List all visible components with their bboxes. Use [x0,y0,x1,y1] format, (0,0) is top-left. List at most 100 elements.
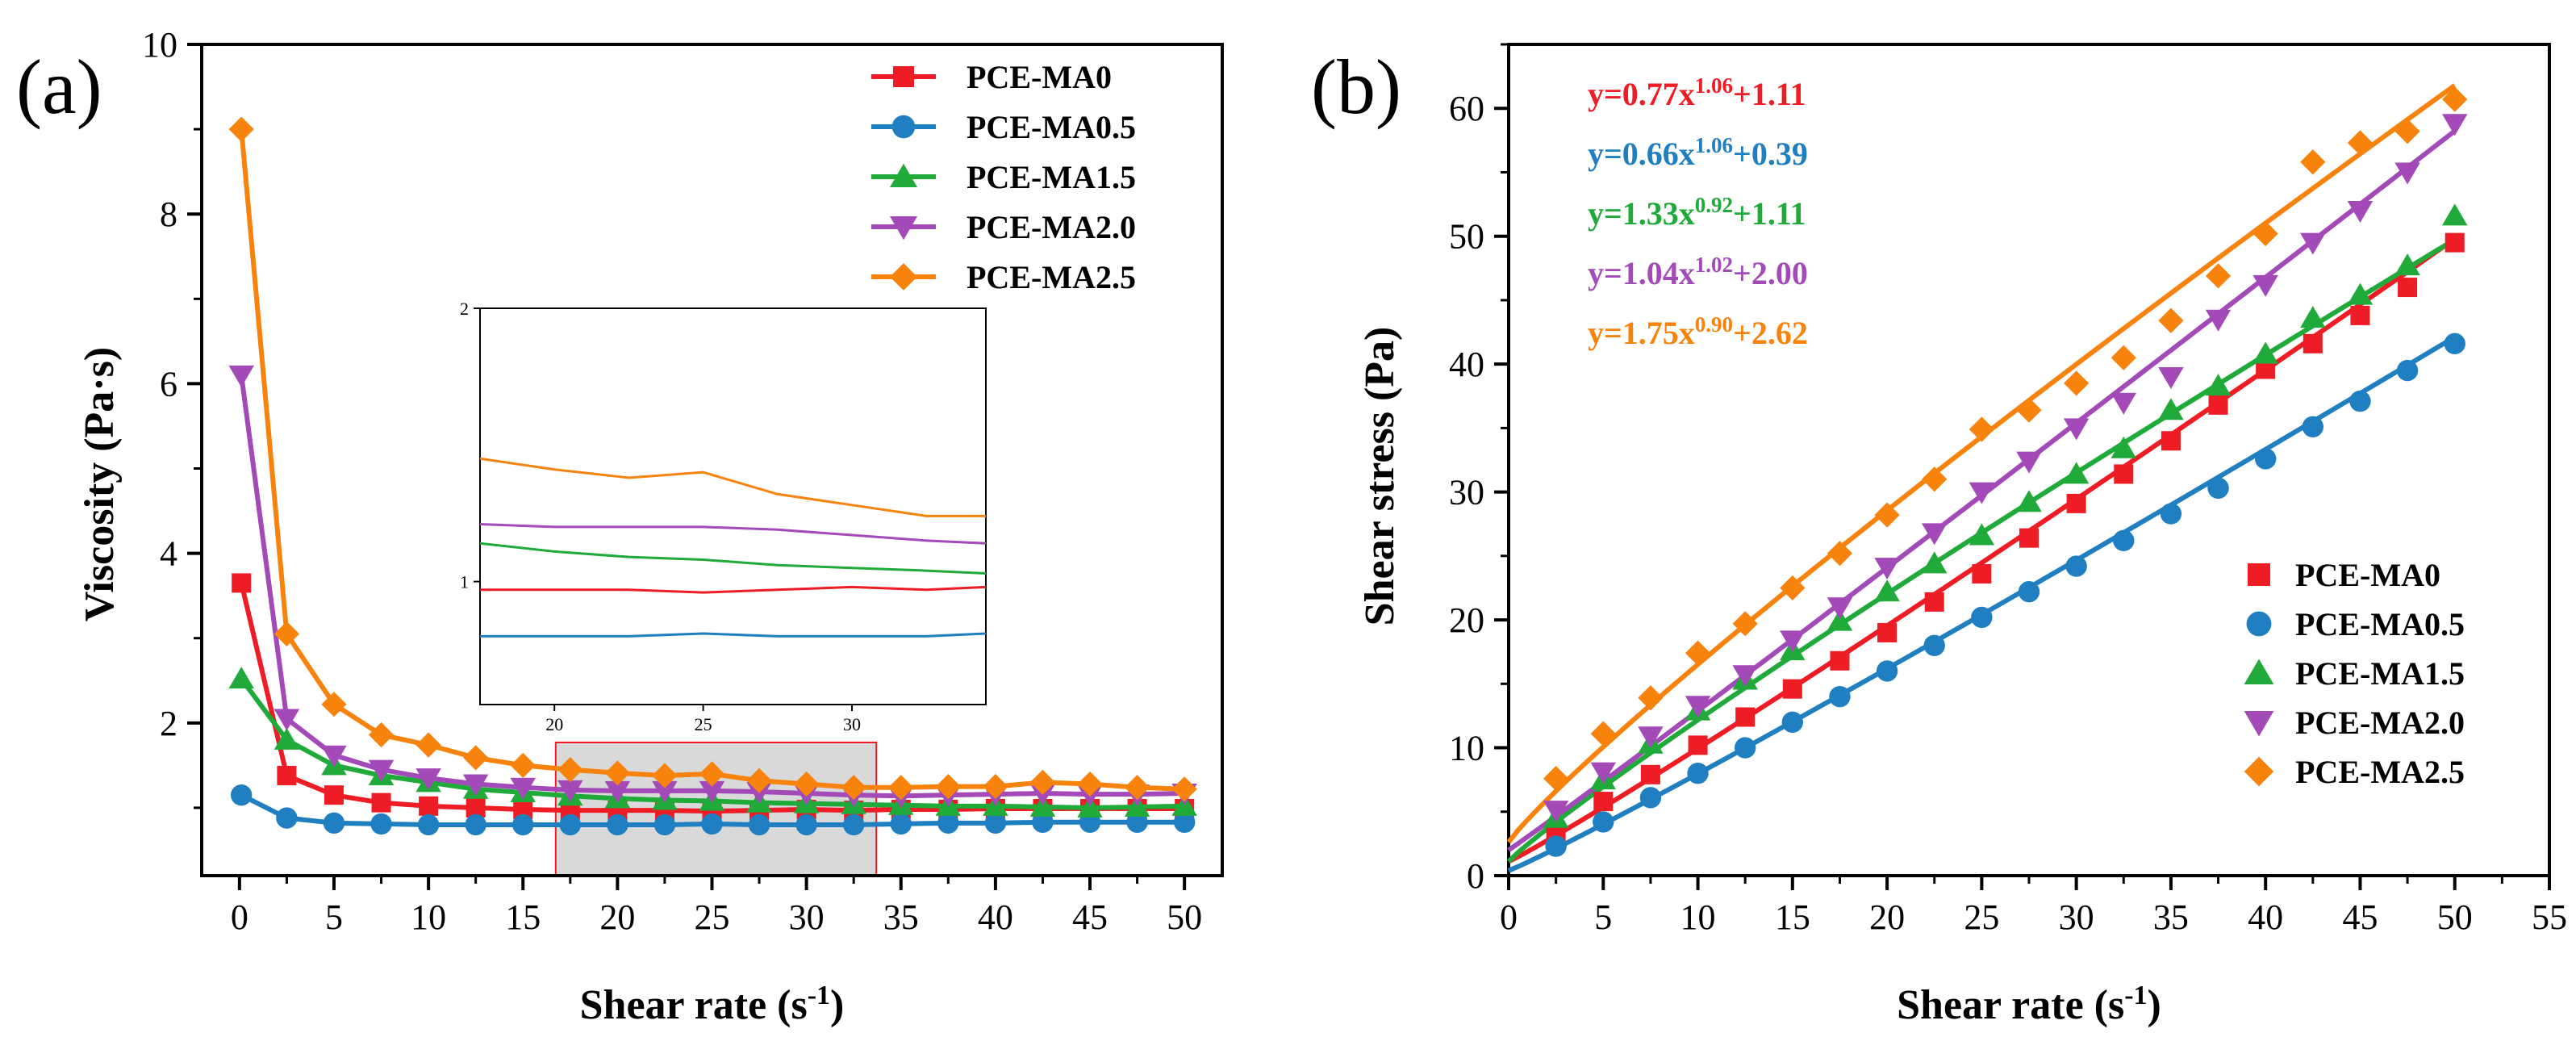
data-point-PCE-MA0 [2114,464,2134,484]
inset-series-line-PCE-MA0 [480,585,987,594]
data-point-PCE-MA0.5 [1876,660,1898,682]
data-point-PCE-MA0 [2208,395,2228,415]
data-point-PCE-MA0.5 [230,784,253,806]
data-point-PCE-MA0 [1782,679,1802,699]
data-point-PCE-MA2.5 [2252,220,2278,247]
data-point-PCE-MA2.0 [2347,201,2374,223]
data-point-PCE-MA2.0 [604,780,631,803]
data-point-PCE-MA1.5 [1029,794,1056,817]
x-axis-label-b: Shear rate (s-1) [1897,981,2161,1029]
data-point-PCE-MA2.5 [604,760,630,786]
x-tick-label: 5 [325,897,343,937]
data-point-PCE-MA1.5 [2441,203,2468,226]
x-tick-label: 40 [2248,897,2283,937]
data-point-PCE-MA0.5 [2254,448,2277,470]
data-point-PCE-MA0.5 [795,814,817,836]
data-point-PCE-MA0.5 [2444,333,2465,354]
data-point-PCE-MA2.5 [2064,370,2090,396]
data-point-PCE-MA2.0 [2110,392,2137,415]
data-point-PCE-MA2.0 [2252,274,2278,297]
data-point-PCE-MA2.5 [1124,775,1150,801]
data-point-PCE-MA2.5 [2158,307,2184,333]
data-point-PCE-MA2.5 [1590,721,1616,747]
data-point-PCE-MA0.5 [1126,811,1148,833]
y-tick-label: 10 [1449,729,1484,768]
data-point-PCE-MA0.5 [559,814,582,836]
data-point-PCE-MA2.0 [415,768,441,791]
data-point-PCE-MA1.5 [2016,490,2042,512]
y-tick-label: 40 [1449,345,1484,384]
legend-label-PCE-MA1.5: PCE-MA1.5 [967,159,1136,195]
data-point-PCE-MA0 [2066,493,2086,513]
data-point-PCE-MA2.0 [2016,451,2042,474]
data-point-PCE-MA2.5 [510,752,536,778]
legend-label-PCE-MA0.5: PCE-MA0.5 [2295,606,2465,642]
data-point-PCE-MA2.0 [1732,665,1758,688]
legend-marker-PCE-MA0.5 [2246,611,2272,637]
legend-marker-PCE-MA1.5 [2244,659,2274,684]
data-point-PCE-MA0 [2019,528,2039,548]
data-point-PCE-MA2.5 [1827,541,1853,567]
data-point-PCE-MA0.5 [1545,835,1567,857]
data-point-PCE-MA0 [1972,564,1992,584]
data-point-PCE-MA2.0 [2441,114,2468,136]
fit-curve-PCE-MA0 [1507,236,2457,864]
data-point-PCE-MA1.5 [2063,462,2090,484]
data-point-PCE-MA2.0 [1685,696,1711,718]
x-tick-label: 0 [231,897,248,937]
data-point-PCE-MA0.5 [2302,416,2324,437]
data-point-PCE-MA2.0 [368,759,395,782]
inset-y-tick-label: 1 [460,572,469,592]
y-axis-label-a: Viscosity (Pa·s) [77,347,123,621]
data-point-PCE-MA2.5 [1029,769,1056,795]
data-point-PCE-MA2.5 [228,116,254,142]
inset-x-tick-label: 30 [843,714,861,734]
data-point-PCE-MA0.5 [2160,503,2182,525]
data-point-PCE-MA0 [277,765,297,785]
data-point-PCE-MA2.5 [1685,640,1711,666]
inset-frame [479,307,987,705]
data-point-PCE-MA2.5 [699,761,725,787]
data-point-PCE-MA0 [1924,592,1944,612]
data-point-PCE-MA2.0 [2394,162,2420,185]
data-point-PCE-MA2.5 [2205,263,2232,289]
data-point-PCE-MA0.5 [748,814,770,836]
data-point-PCE-MA2.0 [1638,726,1664,749]
fit-equation-PCE-MA0: y=0.77x1.06+1.11 [1588,73,1806,112]
data-point-PCE-MA2.0 [1543,801,1569,823]
data-point-PCE-MA0 [2350,305,2370,325]
data-point-PCE-MA2.5 [888,775,914,801]
data-point-PCE-MA0.5 [1781,711,1804,734]
x-tick-label: 20 [599,897,635,937]
x-tick-label: 30 [2059,897,2094,937]
data-point-PCE-MA0.5 [512,814,534,836]
data-point-PCE-MA1.5 [2252,341,2278,364]
data-point-PCE-MA2.0 [1874,558,1900,580]
y-axis-label-b: Shear stress (Pa) [1357,327,1403,626]
data-point-PCE-MA2.5 [983,774,1008,800]
inset-series-line-PCE-MA1.5 [479,542,987,575]
inset-series-line-PCE-MA0.5 [480,632,987,638]
shear-stress-chart: 0 5 10 15 20 25 30 35 40 45 50 55 0 10 20 30 40 50 60 Shear… [1357,43,2567,1029]
data-point-PCE-MA0.5 [1032,811,1054,833]
data-point-PCE-MA0.5 [2396,359,2419,382]
data-point-PCE-MA2.0 [2300,232,2326,255]
y-tick-label: 6 [160,364,177,404]
data-point-PCE-MA2.5 [794,771,820,797]
inset-series-line-PCE-MA2.0 [479,523,987,545]
data-point-PCE-MA0.5 [2018,581,2040,603]
data-point-PCE-MA0.5 [2349,390,2371,412]
data-point-PCE-MA0.5 [276,807,298,829]
x-tick-label: 25 [695,897,730,937]
legend-marker-PCE-MA2.5 [2244,756,2274,787]
x-tick-label: 10 [411,897,446,937]
data-point-PCE-MA0.5 [2207,477,2229,500]
data-point-PCE-MA2.0 [462,774,489,797]
y-tick-label: 8 [160,194,177,234]
x-tick-label: 30 [789,897,825,937]
data-point-PCE-MA2.5 [2300,149,2326,175]
data-point-PCE-MA2.5 [2394,119,2420,144]
data-point-PCE-MA0.5 [890,813,912,835]
data-point-PCE-MA1.5 [2110,436,2137,458]
data-point-PCE-MA0.5 [1593,811,1614,833]
